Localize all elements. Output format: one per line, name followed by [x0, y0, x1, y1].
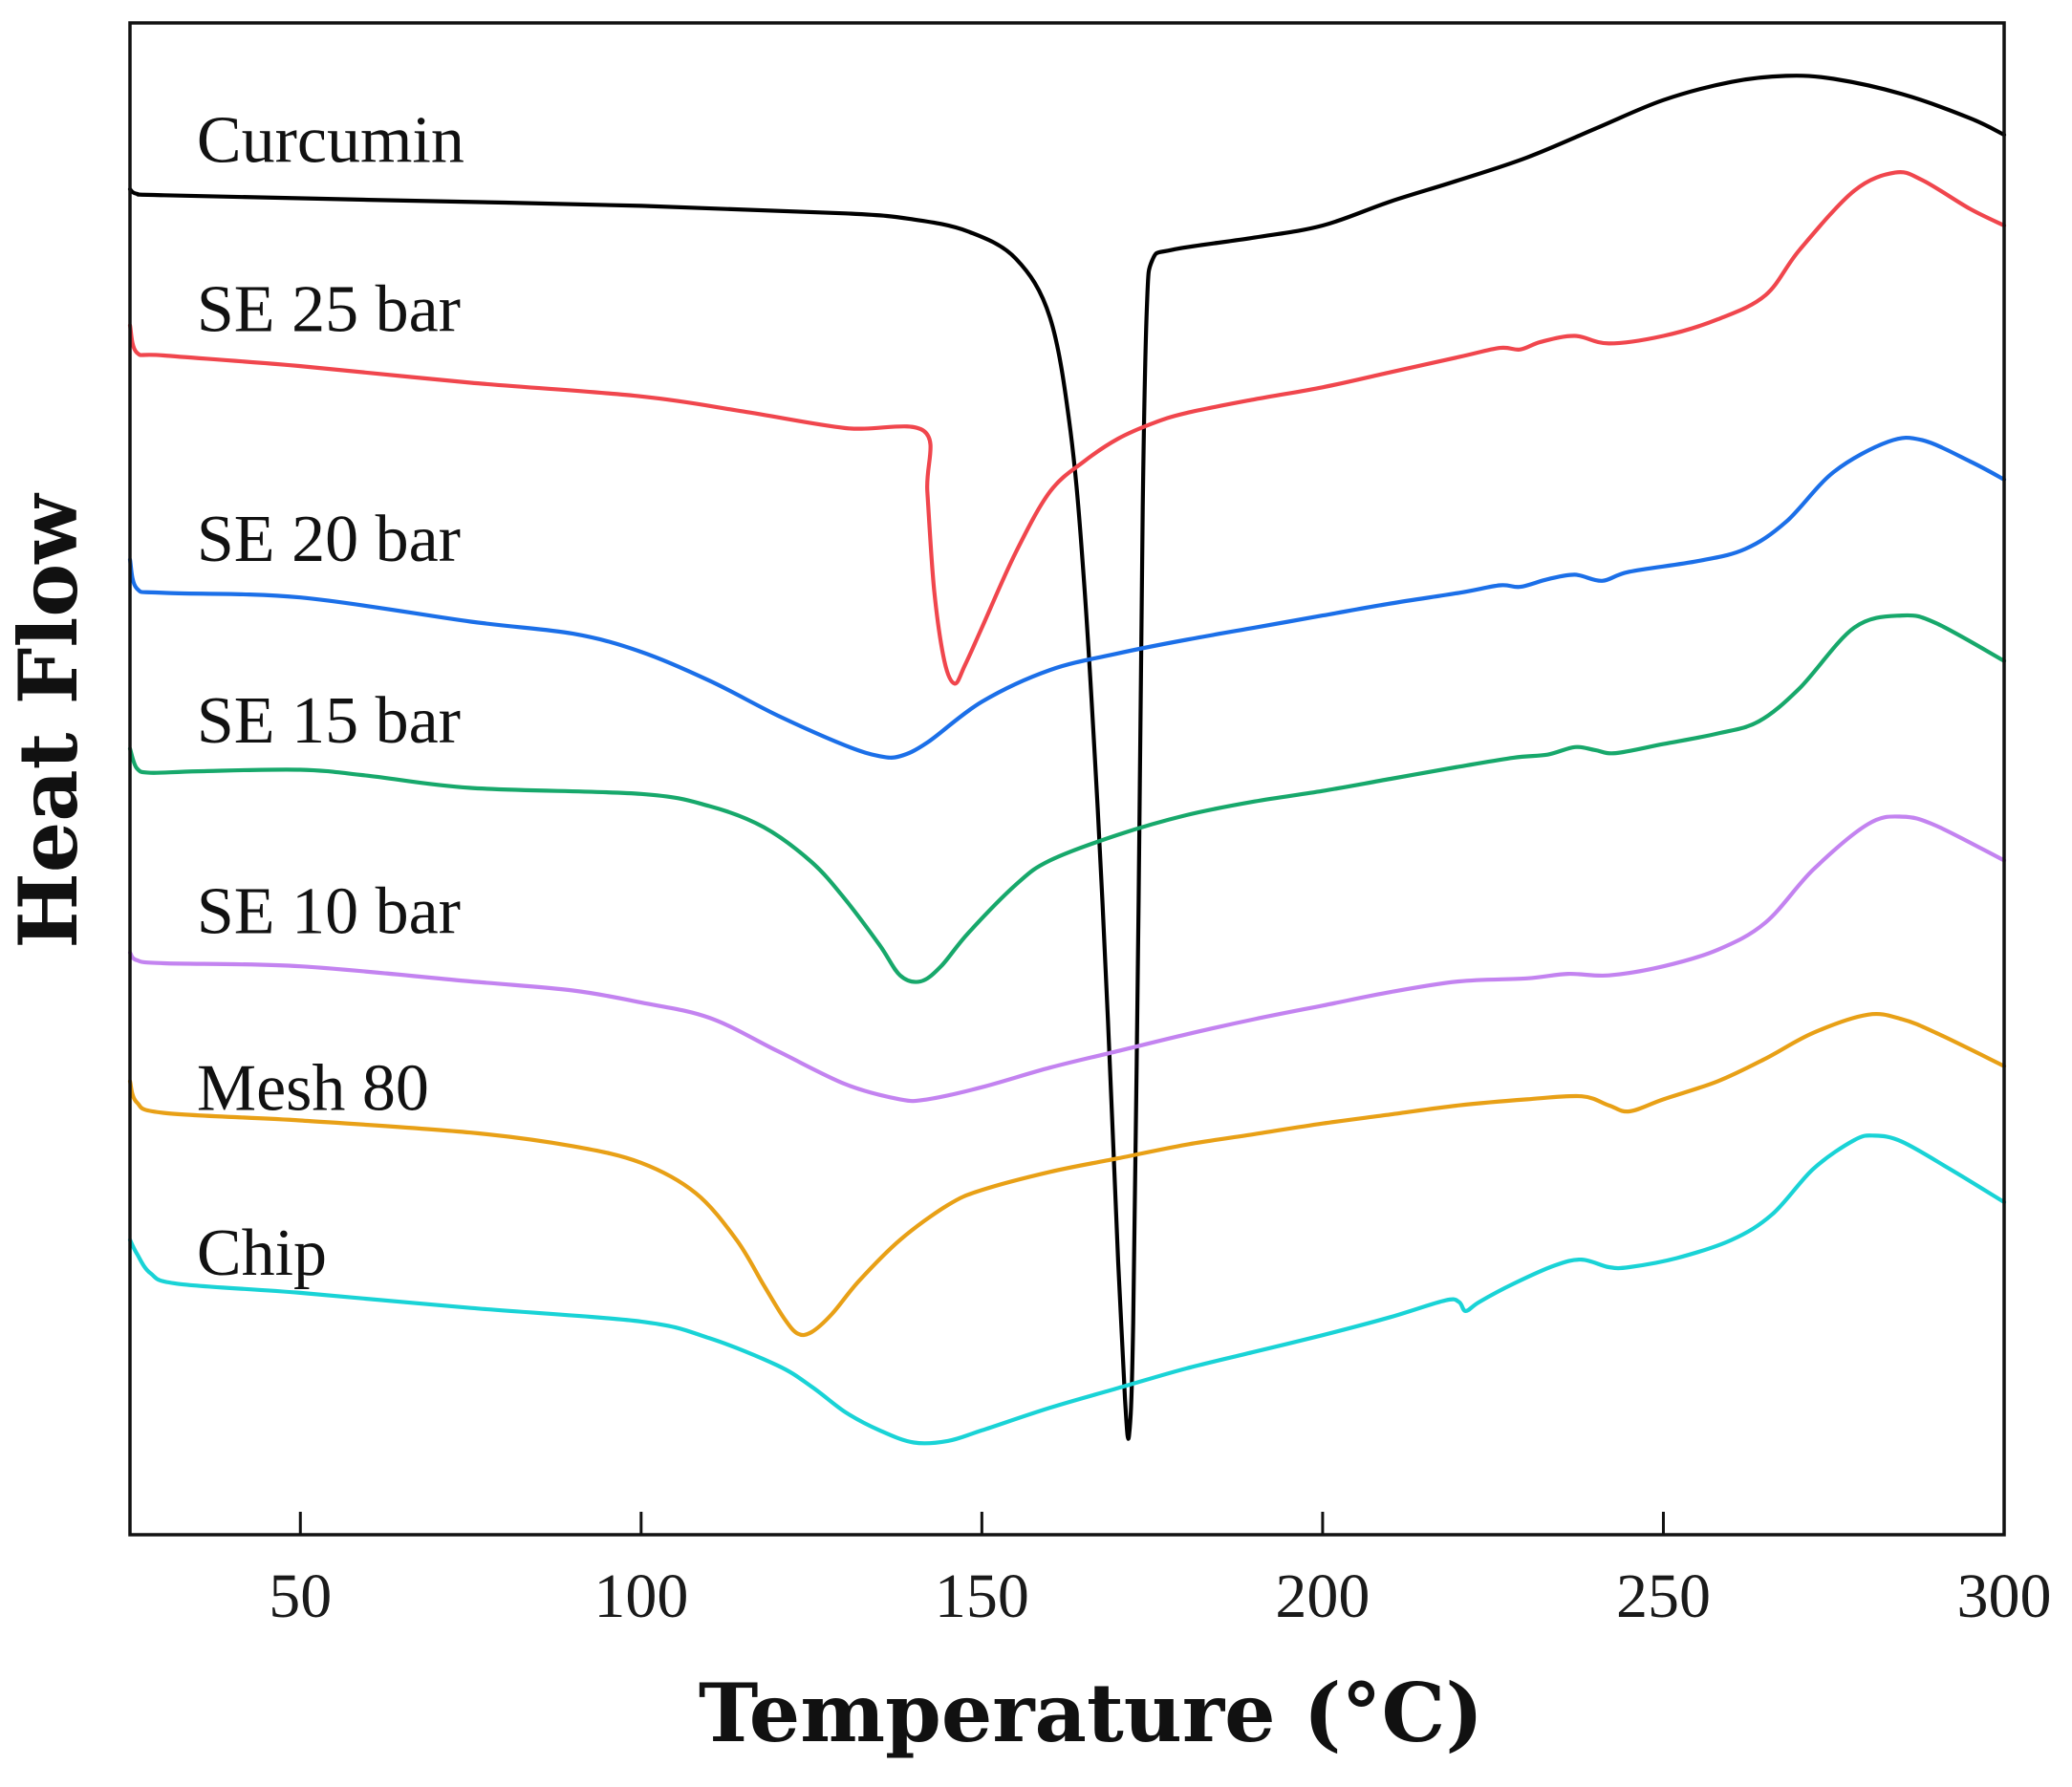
series-line-chip [127, 1133, 2007, 1446]
series-label-se-25-bar: SE 25 bar [197, 273, 461, 347]
series-line-se-25-bar [127, 170, 2007, 686]
series-line-se-20-bar [127, 435, 2007, 760]
curves-group [127, 74, 2007, 1446]
y-axis-title: Heat Flow [1, 493, 96, 949]
x-tick-label: 50 [269, 1561, 332, 1631]
x-axis-title: Temperature (°C) [699, 1666, 1483, 1760]
series-label-se-10-bar: SE 10 bar [197, 874, 461, 948]
series-line-mesh-80 [127, 1011, 2007, 1338]
series-label-curcumin: Curcumin [197, 104, 464, 178]
x-tick-label: 150 [935, 1561, 1029, 1631]
series-label-se-15-bar: SE 15 bar [197, 684, 461, 758]
x-tick-label: 300 [1957, 1561, 2052, 1631]
series-labels-group: Curcumin SE 25 bar SE 20 bar SE 15 bar SE 10… [197, 104, 464, 1290]
series-label-mesh-80: Mesh 80 [197, 1051, 429, 1125]
series-label-chip: Chip [197, 1216, 327, 1290]
series-line-se-10-bar [127, 814, 2007, 1104]
x-axis-ticks: 50 100 150 200 250 300 [269, 1512, 2052, 1631]
x-tick-label: 200 [1275, 1561, 1370, 1631]
series-line-se-15-bar [127, 613, 2007, 984]
x-tick-label: 100 [594, 1561, 688, 1631]
series-label-se-20-bar: SE 20 bar [197, 503, 461, 576]
plot-frame [128, 21, 2006, 1537]
x-tick-label: 250 [1616, 1561, 1711, 1631]
series-line-curcumin [127, 74, 2007, 1441]
